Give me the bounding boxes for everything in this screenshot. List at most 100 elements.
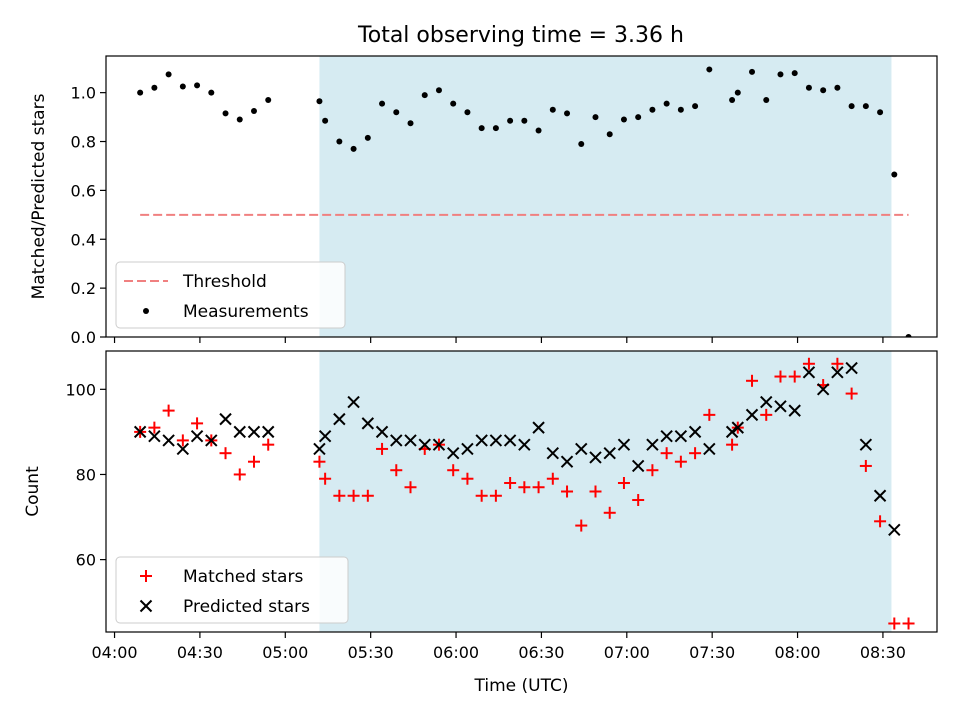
matched-star-point (561, 485, 574, 498)
top-legend: Threshold Measurements (115, 261, 346, 329)
x-stroke-b (432, 438, 446, 451)
legend-predicted-swatch-b (139, 599, 153, 613)
predicted-star-point (859, 438, 873, 451)
measurement-point (805, 84, 812, 91)
predicted-star-point (518, 438, 531, 451)
x-stroke-b (404, 434, 417, 447)
predicted-star-point (603, 446, 616, 460)
predicted-star-point (133, 425, 147, 439)
measurement-point (393, 109, 400, 116)
predicted-star-point (816, 383, 830, 396)
measurement-point (535, 127, 542, 134)
x-stroke-b (162, 434, 175, 447)
x-stroke-b (546, 446, 560, 460)
matched-star-point (726, 438, 739, 451)
predicted-star-point (148, 429, 161, 443)
bottom-y-axis-label: Count (23, 466, 43, 517)
x-stroke-b (313, 442, 326, 456)
x-stroke-b (674, 429, 688, 443)
predicted-star-point (532, 421, 545, 434)
predicted-star-point (631, 459, 645, 473)
matched-star-point (376, 442, 389, 455)
measurement-point (820, 87, 827, 94)
measurement-point (421, 92, 428, 99)
measurement-point (265, 96, 272, 103)
measurement-point (606, 131, 613, 138)
x-stroke-b (475, 434, 488, 447)
measurement-point (692, 103, 699, 110)
matched-star-point (313, 455, 326, 468)
predicted-star-point (375, 425, 389, 439)
measurement-point (151, 84, 158, 91)
measurement-point (749, 68, 756, 75)
measurement-point (364, 134, 371, 141)
bottom-series-layer (133, 357, 915, 630)
matched-star-point (191, 417, 204, 430)
predicted-star-point (760, 395, 773, 409)
matched-star-point (703, 408, 716, 421)
predicted-star-point (205, 434, 218, 447)
bottom-legend: Matched stars Predicted stars (115, 556, 349, 624)
matched-star-point (361, 489, 374, 502)
measurement-point (179, 83, 186, 90)
predicted-star-point (233, 425, 246, 439)
measurement-point (549, 106, 556, 113)
x-stroke-b (703, 442, 716, 456)
matched-star-point (902, 617, 915, 630)
measurement-point (222, 110, 229, 117)
top-y-tick-label: 0.4 (71, 230, 96, 249)
predicted-star-point (646, 438, 659, 451)
x-axis-label: Time (UTC) (474, 676, 569, 696)
measurement-point (478, 125, 485, 132)
x-tick-label: 05:00 (262, 643, 308, 662)
matched-star-point (532, 481, 545, 494)
x-stroke-b (375, 425, 389, 439)
predicted-star-point (361, 417, 375, 430)
measurement-point (734, 89, 741, 96)
predicted-star-point (489, 434, 503, 447)
predicted-star-point (802, 366, 816, 379)
measurement-point (521, 117, 528, 124)
matched-star-point (802, 357, 815, 370)
x-tick-label: 06:00 (433, 643, 479, 662)
predicted-star-point (660, 429, 673, 443)
predicted-star-point (873, 489, 887, 502)
predicted-star-point (333, 412, 346, 426)
matched-star-point (589, 485, 602, 498)
matched-star-point (888, 617, 901, 630)
matched-star-point (788, 370, 801, 383)
x-stroke-b (176, 442, 190, 456)
bottom-axes-frame (105, 350, 938, 633)
bottom-y-tick-label: 80 (76, 465, 96, 484)
predicted-star-point (831, 366, 844, 379)
predicted-star-point (318, 429, 332, 443)
bottom-y-tick-label: 60 (76, 551, 96, 570)
top-series-layer (137, 66, 912, 337)
measurement-point (165, 71, 172, 78)
bottom-y-tick-label: 100 (65, 380, 96, 399)
predicted-star-point (475, 434, 488, 447)
measurement-point (379, 100, 386, 107)
bottom-observing-window (319, 351, 892, 632)
x-stroke-b (859, 438, 873, 451)
measurement-point (350, 145, 357, 152)
measurement-point (336, 138, 343, 145)
measurement-point (137, 89, 144, 96)
x-stroke-b (532, 421, 545, 434)
measurement-point (677, 106, 684, 113)
predicted-star-point (888, 523, 901, 537)
x-tick-label: 04:00 (91, 643, 137, 662)
legend-entry-label: Matched stars (183, 567, 303, 587)
measurement-point (564, 110, 571, 117)
x-stroke-b (774, 400, 787, 413)
predicted-star-point (745, 408, 759, 422)
x-stroke-b (731, 421, 744, 434)
x-stroke-b (888, 523, 901, 537)
measurement-point (316, 98, 323, 105)
x-stroke-b (418, 438, 431, 451)
measurement-point (194, 82, 201, 89)
measurement-point (322, 117, 329, 124)
matched-star-point (674, 455, 687, 468)
matched-star-point (859, 459, 872, 472)
x-stroke-b (233, 425, 246, 439)
